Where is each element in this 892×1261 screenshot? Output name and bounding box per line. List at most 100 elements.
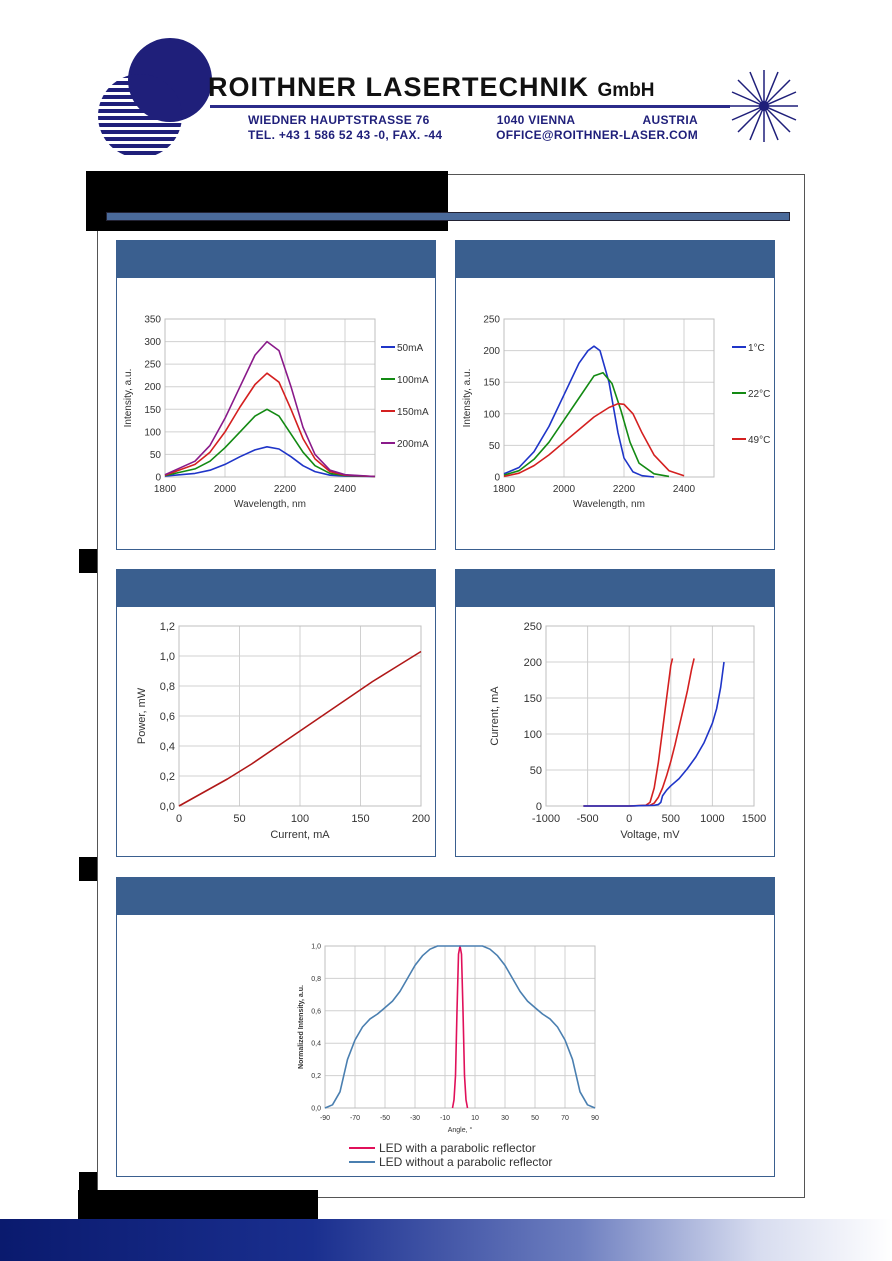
x-tick-label: -30 — [410, 1115, 420, 1122]
series-line-1 — [451, 945, 469, 1109]
content-frame — [97, 174, 805, 1198]
x-axis-label: Current, mA — [270, 829, 330, 841]
legend-entry: 1°C — [748, 343, 765, 354]
x-tick-label: 2000 — [214, 484, 237, 495]
series-line-3 — [164, 372, 376, 478]
y-tick-label: 250 — [483, 315, 500, 326]
plot-area — [324, 945, 596, 1109]
y-tick-label: 100 — [144, 427, 161, 438]
y-tick-label: 0,4 — [160, 741, 175, 753]
series-line-2 — [324, 945, 596, 1109]
y-tick-label: 1,0 — [311, 943, 321, 950]
x-tick-label: 200 — [412, 813, 430, 825]
x-tick-label: 90 — [591, 1115, 599, 1122]
x-tick-label: 1500 — [742, 813, 766, 825]
x-tick-label: -500 — [577, 813, 599, 825]
x-tick-label: 150 — [351, 813, 369, 825]
address-country: AUSTRIA — [642, 113, 698, 127]
panel-header — [117, 570, 435, 607]
y-tick-label: 1,2 — [160, 621, 175, 633]
y-tick-label: 0 — [155, 473, 161, 484]
x-tick-label: 2400 — [673, 484, 696, 495]
y-tick-label: 0,4 — [311, 1041, 321, 1048]
x-tick-label: 1800 — [493, 484, 516, 495]
y-tick-label: 150 — [144, 405, 161, 416]
y-tick-label: 0 — [536, 801, 542, 813]
x-tick-label: 50 — [531, 1115, 539, 1122]
x-tick-label: -70 — [350, 1115, 360, 1122]
y-tick-label: 150 — [524, 693, 542, 705]
x-tick-label: 30 — [501, 1115, 509, 1122]
y-tick-label: 50 — [530, 765, 542, 777]
radiation-pattern-chart: 0,0 0,2 0,4 0,6 0,8 1,0 -90 -70 -50 -30 -10 10 30 50 7… — [298, 943, 599, 1169]
y-tick-label: 0,6 — [160, 711, 175, 723]
legend-entry: 100mA — [397, 375, 429, 386]
x-tick-label: -1000 — [532, 813, 560, 825]
y-tick-label: 0,0 — [311, 1105, 321, 1112]
x-tick-label: -50 — [380, 1115, 390, 1122]
series-line-1 — [164, 446, 376, 478]
y-tick-label: 0,0 — [160, 801, 175, 813]
series-line-1 — [503, 345, 655, 478]
iv-curve-panel: 0 50 100 150 200 250 -1000 -500 0 500 1000 1500 Volt… — [455, 569, 775, 857]
iv-curve-chart: 0 50 100 150 200 250 -1000 -500 0 500 1000 1500 Volt… — [489, 621, 766, 841]
phone-fax: TEL. +43 1 586 52 43 -0, FAX. -44 — [248, 128, 443, 142]
x-axis-label: Wavelength, nm — [234, 499, 306, 510]
x-tick-label: 0 — [176, 813, 182, 825]
spectrum-vs-temperature-chart: 0 50 100 150 200 250 1800 2000 2200 2400 Wavelengt… — [462, 315, 770, 511]
legend-entry: 22°C — [748, 389, 770, 400]
power-vs-current-chart: 0,0 0,2 0,4 0,6 0,8 1,0 1,2 0 50 100 150 200 Current… — [136, 621, 430, 841]
plot-area — [164, 318, 376, 478]
x-axis-label: Voltage, mV — [620, 829, 680, 841]
series-line-3 — [583, 661, 725, 807]
address-street: WIEDNER HAUPTSTRASSE 76 — [248, 113, 430, 127]
x-tick-label: -10 — [440, 1115, 450, 1122]
y-axis-label: Intensity, a.u. — [462, 369, 473, 428]
x-tick-label: 0 — [626, 813, 632, 825]
panel-header — [117, 241, 435, 278]
x-axis-label: Angle, ° — [448, 1126, 473, 1134]
y-tick-label: 150 — [483, 378, 500, 389]
panel-header — [456, 570, 774, 607]
y-tick-label: 0,2 — [160, 771, 175, 783]
company-name: ROITHNER LASERTECHNIK GmbH — [208, 72, 655, 102]
address-city: 1040 VIENNA — [496, 113, 576, 127]
y-tick-label: 0,8 — [160, 681, 175, 693]
section-marker — [79, 549, 97, 573]
x-tick-label: 100 — [291, 813, 309, 825]
x-axis-label: Wavelength, nm — [573, 499, 645, 510]
legend-entry: 150mA — [397, 407, 429, 418]
spectrum-vs-temperature-panel: 0 50 100 150 200 250 1800 2000 2200 2400 Wavelengt… — [455, 240, 775, 550]
x-tick-label: 70 — [561, 1115, 569, 1122]
panel-header — [117, 878, 774, 915]
email-link[interactable]: OFFICE@ROITHNER-LASER.COM — [496, 128, 698, 142]
header-divider — [210, 105, 730, 108]
legend-entry: 49°C — [748, 435, 770, 446]
series-line-2 — [503, 371, 670, 478]
series-line-1 — [178, 650, 422, 807]
y-tick-label: 200 — [524, 657, 542, 669]
y-tick-label: 0,6 — [311, 1008, 321, 1015]
y-tick-label: 1,0 — [160, 651, 175, 663]
y-tick-label: 0,8 — [311, 976, 321, 983]
spectrum-vs-current-chart: 0 50 100 150 200 250 300 350 1800 2000 2200 2400 Wav… — [123, 315, 429, 511]
plot-area — [503, 318, 715, 478]
y-tick-label: 100 — [483, 409, 500, 420]
legend-entry: LED without a parabolic reflector — [379, 1155, 552, 1169]
y-tick-label: 0,2 — [311, 1073, 321, 1080]
company-header: ROITHNER LASERTECHNIK GmbH WIEDNER HAUPT… — [0, 0, 892, 160]
legend-entry: 200mA — [397, 439, 429, 450]
y-tick-label: 250 — [524, 621, 542, 633]
x-tick-label: -90 — [320, 1115, 330, 1122]
y-tick-label: 0 — [494, 473, 500, 484]
plot-area — [545, 625, 755, 807]
spectrum-vs-current-panel: 0 50 100 150 200 250 300 350 1800 2000 2200 2400 Wav… — [116, 240, 436, 550]
y-tick-label: 200 — [483, 346, 500, 357]
footer-gradient-bar — [0, 1219, 892, 1261]
x-tick-label: 2200 — [274, 484, 297, 495]
x-tick-label: 2400 — [334, 484, 357, 495]
section-title-block — [86, 171, 448, 231]
y-tick-label: 350 — [144, 315, 161, 326]
x-tick-label: 10 — [471, 1115, 479, 1122]
y-axis-label: Normalized Intensity, a.u. — [298, 985, 305, 1069]
